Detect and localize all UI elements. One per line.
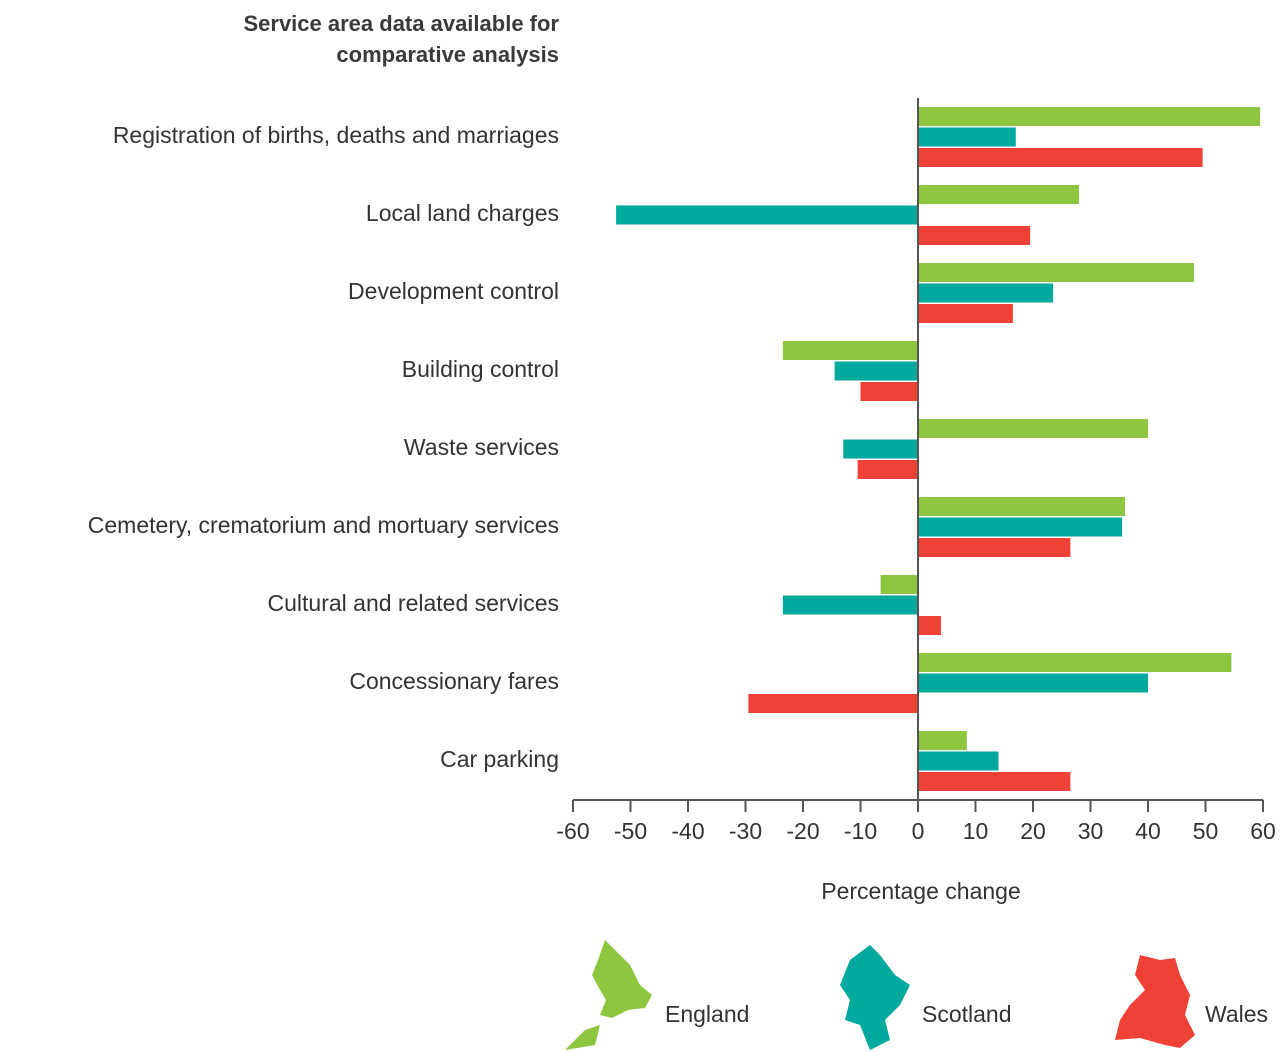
bar [918,185,1079,204]
bar [860,382,918,401]
bar [880,575,918,594]
legend-label: Wales [1205,1001,1268,1027]
y-tick-label: Local land charges [366,200,559,226]
y-tick-label: Car parking [440,746,559,772]
x-axis-label: Percentage change [821,878,1021,904]
y-tick-label: Development control [348,278,559,304]
bar [918,226,1031,245]
bar [834,361,918,381]
bar [782,595,918,615]
chart-title: Service area data available for comparat… [243,11,559,67]
x-tick-label: 60 [1250,818,1276,844]
bar [918,653,1232,672]
x-tick-label: 0 [912,818,925,844]
bar [918,731,967,750]
bar [843,439,918,459]
y-tick-label: Concessionary fares [349,668,559,694]
legend-icon [565,940,652,1050]
bar [918,127,1016,147]
legend-label: England [665,1001,749,1027]
x-tick-label: 40 [1135,818,1161,844]
bar [918,538,1071,557]
x-tick-label: -20 [786,818,819,844]
bar [918,283,1054,303]
x-tick-label: 50 [1193,818,1219,844]
bar [918,673,1148,693]
legend-label: Scotland [922,1001,1012,1027]
bar [918,148,1203,167]
bar [616,205,918,225]
bar [857,460,918,479]
y-tick-label: Cemetery, crematorium and mortuary servi… [88,512,559,538]
x-tick-label: -40 [671,818,704,844]
legend-icon [840,945,910,1050]
x-tick-label: 30 [1078,818,1104,844]
bar [918,107,1261,126]
x-tick-label: -30 [729,818,762,844]
bar [918,497,1125,516]
bar [918,616,941,635]
bar [918,751,999,771]
y-tick-label: Registration of births, deaths and marri… [113,122,559,148]
bar [918,304,1013,323]
bar [782,341,918,360]
bar [918,772,1071,791]
x-tick-label: 10 [963,818,989,844]
bar [918,419,1148,438]
y-tick-label: Cultural and related services [268,590,559,616]
legend-icon [1115,955,1195,1048]
x-tick-label: -50 [614,818,647,844]
x-tick-label: -60 [556,818,589,844]
bar [918,263,1194,282]
bar [748,694,918,713]
x-tick-label: -10 [844,818,877,844]
y-tick-label: Building control [402,356,559,382]
bar [918,517,1123,537]
y-tick-label: Waste services [404,434,559,460]
x-tick-label: 20 [1020,818,1046,844]
